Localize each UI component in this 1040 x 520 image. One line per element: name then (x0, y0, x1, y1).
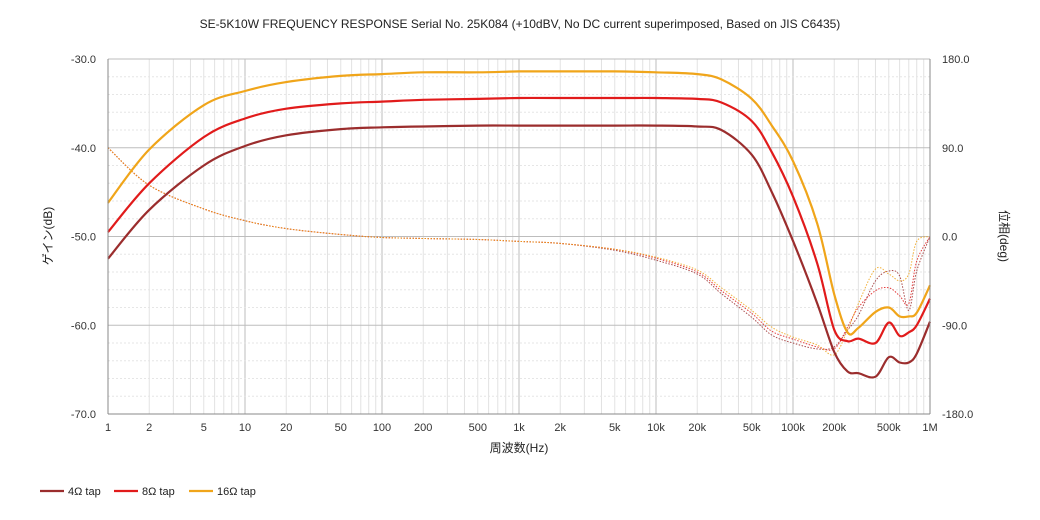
x-tick-label: 500 (469, 422, 487, 434)
y-left-axis-label: ゲイン(dB) (41, 207, 55, 265)
x-tick-label: 2k (554, 422, 566, 434)
y-left-tick-labels: -30.0 -40.0 -50.0 -60.0 -70.0 (71, 54, 96, 421)
grid (107, 58, 931, 415)
x-tick-label: 200 (414, 422, 432, 434)
x-tick-label: 2 (146, 422, 152, 434)
y-right-tick-label: 180.0 (942, 54, 970, 66)
x-tick-label: 50k (743, 422, 761, 434)
x-tick-label: 100 (373, 422, 391, 434)
x-tick-label: 500k (877, 422, 901, 434)
x-tick-labels: 1 2 5 10 20 50 100 200 500 1k 2k 5k 10k 20k 50k 100k 200… (105, 422, 938, 434)
y-right-tick-label: -180.0 (942, 409, 973, 421)
y-left-tick-label: -60.0 (71, 320, 96, 332)
gain-line (107, 96, 931, 345)
x-tick-label: 5k (609, 422, 621, 434)
x-tick-label: 20 (280, 422, 292, 434)
y-left-tick-label: -50.0 (71, 232, 96, 244)
x-tick-label: 5 (201, 422, 207, 434)
axes (107, 59, 931, 415)
x-tick-label: 10k (647, 422, 665, 434)
y-right-tick-labels: 180.0 90.0 0.0 -90.0 -180.0 (942, 54, 973, 421)
phase-curves (107, 147, 931, 356)
gain-line (107, 70, 931, 336)
y-right-tick-label: 0.0 (942, 232, 957, 244)
gain-curves (107, 70, 932, 379)
x-tick-label: 1k (513, 422, 525, 434)
x-tick-label: 1M (922, 422, 937, 434)
y-left-tick-label: -40.0 (71, 143, 96, 155)
x-tick-label: 50 (335, 422, 347, 434)
y-left-tick-label: -70.0 (71, 409, 96, 421)
chart-title: SE-5K10W FREQUENCY RESPONSE Serial No. 2… (200, 17, 841, 31)
x-tick-label: 200k (822, 422, 846, 434)
x-tick-label: 20k (688, 422, 706, 434)
x-axis-label: 周波数(Hz) (490, 440, 549, 455)
legend-label: 4Ω tap (68, 486, 101, 498)
legend: 4Ω tap 8Ω tap 16Ω tap (40, 486, 256, 498)
legend-label: 8Ω tap (142, 486, 175, 498)
y-right-tick-label: -90.0 (942, 320, 967, 332)
legend-label: 16Ω tap (217, 486, 256, 498)
y-right-tick-label: 90.0 (942, 143, 963, 155)
y-left-tick-label: -30.0 (71, 54, 96, 66)
x-tick-label: 100k (781, 422, 805, 434)
y-right-axis-label: 位相(deg) (997, 210, 1012, 262)
x-tick-label: 1 (105, 422, 111, 434)
gain-line (107, 124, 932, 379)
x-tick-label: 10 (239, 422, 251, 434)
phase-line (107, 147, 931, 356)
phase-line (107, 147, 931, 351)
